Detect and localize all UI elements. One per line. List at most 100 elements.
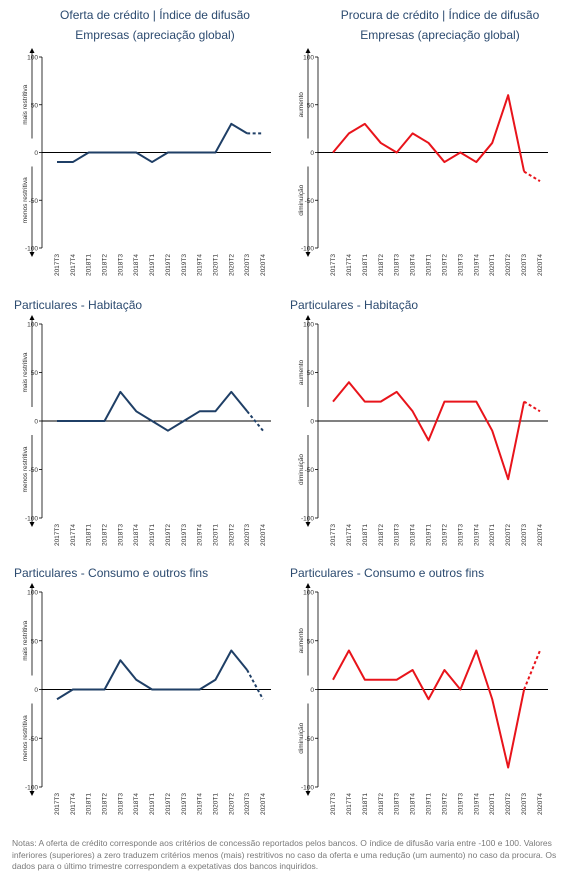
x-tick-label: 2018T3 xyxy=(117,793,124,815)
x-tick-label: 2017T4 xyxy=(346,524,353,546)
x-tick-label: 2018T1 xyxy=(86,793,93,815)
up-arrow-icon xyxy=(305,48,311,53)
x-tick-label: 2019T3 xyxy=(181,524,188,546)
x-tick-label: 2020T2 xyxy=(228,254,235,276)
x-tick-label: 2019T4 xyxy=(473,793,480,815)
series-forecast-segment xyxy=(523,170,541,183)
y-tick-label: 50 xyxy=(31,370,39,377)
down-arrow-icon xyxy=(305,522,311,527)
down-arrow-icon xyxy=(29,791,35,796)
x-tick-label: 2018T1 xyxy=(362,254,369,276)
x-tick-label: 2020T4 xyxy=(537,793,544,815)
x-tick-label: 2017T4 xyxy=(70,524,77,546)
panel-title-empresas-procura: Empresas (apreciação global) xyxy=(360,28,520,42)
down-arrow-icon xyxy=(305,252,311,257)
y-tick-label: 0 xyxy=(310,150,314,157)
x-tick-label: 2019T4 xyxy=(473,524,480,546)
x-tick-label: 2019T3 xyxy=(457,524,464,546)
y-tick-label: 100 xyxy=(27,322,38,329)
x-tick-label: 2017T4 xyxy=(70,254,77,276)
y-tick-label: -50 xyxy=(29,467,39,474)
panel-title-habitacao-oferta: Particulares - Habitação xyxy=(14,298,143,312)
x-tick-label: 2017T3 xyxy=(54,254,61,276)
y-tick-label: 0 xyxy=(34,150,38,157)
y-tick-label: 0 xyxy=(34,687,38,694)
x-tick-label: 2020T4 xyxy=(260,793,267,815)
upper-direction-label: mais restritiva xyxy=(22,620,29,660)
y-tick-label: 50 xyxy=(307,102,315,109)
series-line xyxy=(332,94,526,172)
x-tick-label: 2019T4 xyxy=(197,524,204,546)
y-tick-label: 0 xyxy=(34,419,38,426)
down-arrow-icon xyxy=(29,522,35,527)
y-tick-label: 100 xyxy=(27,590,38,597)
x-tick-label: 2019T2 xyxy=(441,254,448,276)
x-tick-label: 2018T3 xyxy=(117,524,124,546)
x-tick-label: 2019T3 xyxy=(457,254,464,276)
x-tick-label: 2020T4 xyxy=(537,254,544,276)
y-tick-label: 50 xyxy=(31,638,39,645)
x-tick-label: 2019T2 xyxy=(165,524,172,546)
y-tick-label: 100 xyxy=(303,322,314,329)
x-tick-label: 2019T4 xyxy=(197,793,204,815)
lower-direction-label: menos restritiva xyxy=(22,715,29,761)
x-tick-label: 2017T4 xyxy=(346,793,353,815)
x-tick-label: 2019T2 xyxy=(441,524,448,546)
x-tick-label: 2018T2 xyxy=(378,793,385,815)
upper-direction-label: aumento xyxy=(298,628,305,654)
series-forecast-segment xyxy=(523,400,541,413)
panel-title-empresas-oferta: Empresas (apreciação global) xyxy=(75,28,235,42)
x-tick-label: 2018T3 xyxy=(394,793,401,815)
x-tick-label: 2019T1 xyxy=(426,524,433,546)
up-arrow-icon xyxy=(29,583,35,588)
y-tick-label: 50 xyxy=(307,370,315,377)
x-tick-label: 2020T2 xyxy=(505,254,512,276)
upper-direction-label: mais restritiva xyxy=(22,84,29,124)
x-tick-label: 2018T2 xyxy=(102,254,109,276)
x-tick-label: 2020T2 xyxy=(228,793,235,815)
x-tick-label: 2019T1 xyxy=(426,793,433,815)
x-tick-label: 2018T1 xyxy=(362,793,369,815)
x-tick-label: 2020T4 xyxy=(260,254,267,276)
x-tick-label: 2020T1 xyxy=(489,524,496,546)
y-tick-label: 0 xyxy=(310,419,314,426)
series-line xyxy=(56,649,248,701)
x-tick-label: 2020T2 xyxy=(505,793,512,815)
x-tick-label: 2017T3 xyxy=(330,524,337,546)
lower-direction-label: diminuição xyxy=(298,454,305,485)
series-line xyxy=(57,390,248,432)
x-tick-label: 2018T1 xyxy=(86,524,93,546)
panel-title-habitacao-procura: Particulares - Habitação xyxy=(290,298,419,312)
x-tick-label: 2019T4 xyxy=(473,254,480,276)
x-tick-label: 2019T2 xyxy=(441,793,448,815)
lower-direction-label: diminuição xyxy=(298,722,305,753)
x-tick-label: 2018T1 xyxy=(362,524,369,546)
left-column-title: Oferta de crédito | Índice de difusão xyxy=(60,8,250,22)
x-tick-label: 2020T3 xyxy=(244,793,251,815)
x-tick-label: 2017T3 xyxy=(330,793,337,815)
x-tick-label: 2018T2 xyxy=(378,254,385,276)
x-tick-label: 2018T4 xyxy=(133,524,140,546)
x-tick-label: 2019T1 xyxy=(149,793,156,815)
up-arrow-icon xyxy=(29,315,35,320)
x-tick-label: 2019T3 xyxy=(181,254,188,276)
y-tick-label: -50 xyxy=(29,198,39,205)
y-tick-label: -50 xyxy=(305,198,315,205)
series-line xyxy=(332,649,526,769)
y-tick-label: -50 xyxy=(29,736,39,743)
lower-direction-label: diminuição xyxy=(298,184,305,215)
x-tick-label: 2020T2 xyxy=(505,524,512,546)
x-tick-label: 2017T3 xyxy=(54,793,61,815)
x-tick-label: 2018T2 xyxy=(378,524,385,546)
x-tick-label: 2019T1 xyxy=(149,254,156,276)
x-tick-label: 2020T3 xyxy=(521,793,528,815)
x-tick-label: 2017T3 xyxy=(54,524,61,546)
x-tick-label: 2020T1 xyxy=(212,254,219,276)
x-tick-label: 2020T4 xyxy=(537,524,544,546)
x-tick-label: 2019T4 xyxy=(197,254,204,276)
x-tick-label: 2018T4 xyxy=(133,254,140,276)
